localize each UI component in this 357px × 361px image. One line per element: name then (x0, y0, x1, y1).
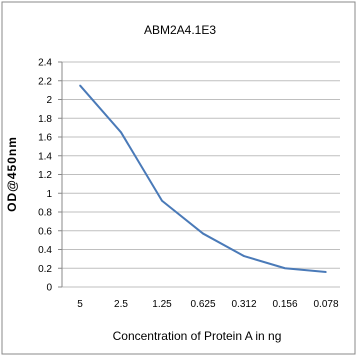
y-tick-label: 2.2 (38, 76, 52, 87)
chart-border (1, 1, 356, 355)
y-tick-label: 1.6 (38, 133, 52, 144)
x-tick-labels: 5 2.5 1.25 0.625 0.312 0.156 0.078 (77, 299, 339, 310)
data-point (202, 232, 204, 235)
x-axis-label: Concentration of Protein A in ng (113, 329, 282, 343)
data-point (243, 255, 245, 257)
y-tick-label: 1.8 (38, 114, 52, 125)
data-point (120, 131, 122, 134)
y-tick-label: 1 (46, 189, 52, 200)
x-tick-label: 0.625 (190, 299, 215, 310)
y-tick-label: 2 (46, 95, 52, 106)
y-tick-label: 0 (46, 283, 52, 294)
data-point (325, 271, 327, 273)
y-tick-label: 0.6 (38, 226, 52, 237)
y-tick-label: 0.2 (38, 264, 52, 275)
x-tick-label: 2.5 (114, 299, 128, 310)
x-tick-label: 0.312 (231, 299, 256, 310)
y-tick-labels: 0 0.2 0.4 0.6 0.8 1 1.2 1.4 1.6 1.8 2 2.2 2.4 (38, 58, 52, 294)
x-tick-label: 1.25 (152, 299, 172, 310)
data-point (79, 84, 81, 87)
y-axis-label: OD@450nm (5, 136, 19, 212)
data-points (79, 84, 327, 273)
y-tick-label: 0.8 (38, 208, 52, 219)
x-tick-label: 0.078 (313, 299, 338, 310)
chart-title: ABM2A4.1E3 (144, 23, 216, 37)
y-tick-label: 1.2 (38, 170, 52, 181)
data-point (161, 199, 163, 202)
y-tick-label: 0.4 (38, 245, 52, 256)
x-tick-label: 5 (77, 299, 83, 310)
y-tick-label: 1.4 (38, 151, 52, 162)
x-tick-label: 0.156 (272, 299, 297, 310)
y-tick-label: 2.4 (38, 58, 52, 69)
data-point (284, 267, 286, 270)
